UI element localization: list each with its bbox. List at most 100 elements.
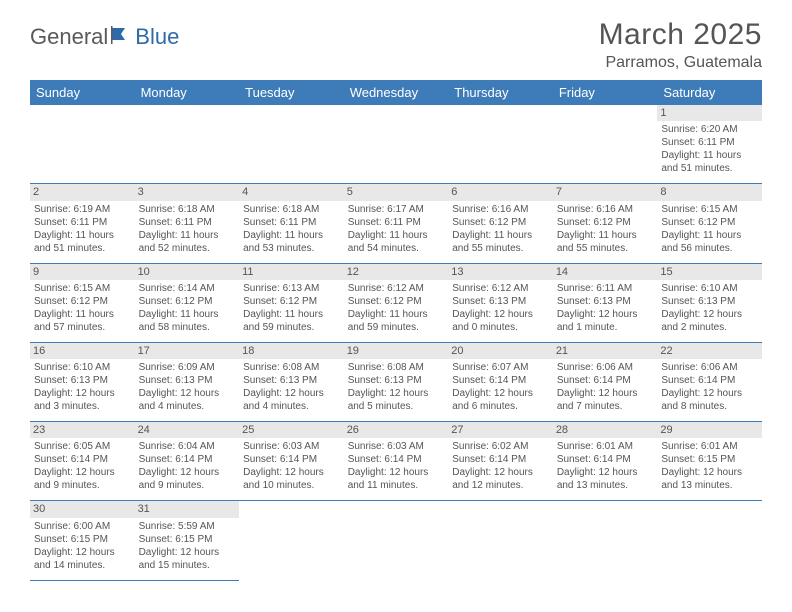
calendar-row: 30Sunrise: 6:00 AMSunset: 6:15 PMDayligh… — [30, 501, 762, 580]
daylight-text: and 9 minutes. — [139, 479, 236, 492]
sunrise-text: Sunrise: 6:15 AM — [34, 282, 131, 295]
daylight-text: and 1 minute. — [557, 321, 654, 334]
sunset-text: Sunset: 6:14 PM — [557, 453, 654, 466]
calendar-row: 2Sunrise: 6:19 AMSunset: 6:11 PMDaylight… — [30, 184, 762, 263]
sunrise-text: Sunrise: 6:01 AM — [661, 440, 758, 453]
sunrise-text: Sunrise: 6:08 AM — [348, 361, 445, 374]
calendar-cell — [553, 105, 658, 184]
daylight-text: and 15 minutes. — [139, 559, 236, 572]
day-number: 2 — [30, 184, 135, 200]
sunrise-text: Sunrise: 6:10 AM — [34, 361, 131, 374]
sunset-text: Sunset: 6:12 PM — [557, 216, 654, 229]
weekday-header: Wednesday — [344, 80, 449, 105]
sunset-text: Sunset: 6:13 PM — [34, 374, 131, 387]
day-number: 16 — [30, 343, 135, 359]
sunrise-text: Sunrise: 6:09 AM — [139, 361, 236, 374]
sunrise-text: Sunrise: 6:06 AM — [557, 361, 654, 374]
day-number: 19 — [344, 343, 449, 359]
daylight-text: Daylight: 12 hours — [243, 387, 340, 400]
calendar-cell: 31Sunrise: 5:59 AMSunset: 6:15 PMDayligh… — [135, 501, 240, 580]
calendar-cell — [344, 105, 449, 184]
day-number: 11 — [239, 264, 344, 280]
sunrise-text: Sunrise: 6:16 AM — [452, 203, 549, 216]
logo-text-general: General — [30, 24, 108, 50]
day-number: 12 — [344, 264, 449, 280]
daylight-text: Daylight: 12 hours — [661, 466, 758, 479]
calendar-cell: 17Sunrise: 6:09 AMSunset: 6:13 PMDayligh… — [135, 342, 240, 421]
daylight-text: Daylight: 11 hours — [661, 229, 758, 242]
calendar-cell: 29Sunrise: 6:01 AMSunset: 6:15 PMDayligh… — [657, 422, 762, 501]
day-number: 15 — [657, 264, 762, 280]
calendar-cell — [30, 105, 135, 184]
sunrise-text: Sunrise: 6:05 AM — [34, 440, 131, 453]
daylight-text: Daylight: 12 hours — [139, 546, 236, 559]
daylight-text: and 3 minutes. — [34, 400, 131, 413]
daylight-text: and 54 minutes. — [348, 242, 445, 255]
logo-text-blue: Blue — [135, 24, 179, 50]
daylight-text: and 58 minutes. — [139, 321, 236, 334]
calendar-cell — [344, 501, 449, 580]
calendar-cell: 24Sunrise: 6:04 AMSunset: 6:14 PMDayligh… — [135, 422, 240, 501]
sunset-text: Sunset: 6:15 PM — [139, 533, 236, 546]
weekday-header: Monday — [135, 80, 240, 105]
sunrise-text: Sunrise: 6:17 AM — [348, 203, 445, 216]
sunset-text: Sunset: 6:14 PM — [661, 374, 758, 387]
sunset-text: Sunset: 6:14 PM — [139, 453, 236, 466]
daylight-text: and 55 minutes. — [557, 242, 654, 255]
daylight-text: and 5 minutes. — [348, 400, 445, 413]
daylight-text: Daylight: 12 hours — [557, 466, 654, 479]
sunrise-text: Sunrise: 6:01 AM — [557, 440, 654, 453]
daylight-text: Daylight: 12 hours — [34, 546, 131, 559]
daylight-text: Daylight: 12 hours — [557, 387, 654, 400]
sunrise-text: Sunrise: 6:00 AM — [34, 520, 131, 533]
daylight-text: Daylight: 12 hours — [557, 308, 654, 321]
sunset-text: Sunset: 6:14 PM — [452, 374, 549, 387]
day-number: 27 — [448, 422, 553, 438]
daylight-text: Daylight: 11 hours — [348, 229, 445, 242]
calendar-cell: 1Sunrise: 6:20 AMSunset: 6:11 PMDaylight… — [657, 105, 762, 184]
daylight-text: and 0 minutes. — [452, 321, 549, 334]
day-number: 26 — [344, 422, 449, 438]
daylight-text: Daylight: 11 hours — [661, 149, 758, 162]
calendar-cell: 27Sunrise: 6:02 AMSunset: 6:14 PMDayligh… — [448, 422, 553, 501]
calendar-cell — [448, 501, 553, 580]
page-title: March 2025 — [599, 18, 762, 52]
daylight-text: and 59 minutes. — [348, 321, 445, 334]
sunrise-text: Sunrise: 6:11 AM — [557, 282, 654, 295]
sunset-text: Sunset: 6:15 PM — [34, 533, 131, 546]
sunset-text: Sunset: 6:11 PM — [243, 216, 340, 229]
calendar-cell — [239, 105, 344, 184]
calendar-cell: 19Sunrise: 6:08 AMSunset: 6:13 PMDayligh… — [344, 342, 449, 421]
calendar-cell: 23Sunrise: 6:05 AMSunset: 6:14 PMDayligh… — [30, 422, 135, 501]
sunset-text: Sunset: 6:14 PM — [243, 453, 340, 466]
sunrise-text: Sunrise: 6:07 AM — [452, 361, 549, 374]
calendar-row: 1Sunrise: 6:20 AMSunset: 6:11 PMDaylight… — [30, 105, 762, 184]
logo: General Blue — [30, 24, 179, 50]
weekday-header: Tuesday — [239, 80, 344, 105]
sunrise-text: Sunrise: 6:20 AM — [661, 123, 758, 136]
day-number: 6 — [448, 184, 553, 200]
calendar-cell: 18Sunrise: 6:08 AMSunset: 6:13 PMDayligh… — [239, 342, 344, 421]
weekday-header: Saturday — [657, 80, 762, 105]
sunset-text: Sunset: 6:14 PM — [557, 374, 654, 387]
calendar-cell — [553, 501, 658, 580]
daylight-text: and 8 minutes. — [661, 400, 758, 413]
daylight-text: and 56 minutes. — [661, 242, 758, 255]
day-number: 9 — [30, 264, 135, 280]
day-number: 29 — [657, 422, 762, 438]
sunset-text: Sunset: 6:12 PM — [139, 295, 236, 308]
sunrise-text: Sunrise: 6:12 AM — [348, 282, 445, 295]
daylight-text: Daylight: 11 hours — [139, 308, 236, 321]
sunrise-text: Sunrise: 6:08 AM — [243, 361, 340, 374]
calendar-cell: 21Sunrise: 6:06 AMSunset: 6:14 PMDayligh… — [553, 342, 658, 421]
daylight-text: Daylight: 11 hours — [34, 229, 131, 242]
daylight-text: Daylight: 11 hours — [348, 308, 445, 321]
daylight-text: and 9 minutes. — [34, 479, 131, 492]
daylight-text: Daylight: 12 hours — [139, 466, 236, 479]
sunset-text: Sunset: 6:13 PM — [348, 374, 445, 387]
day-number: 30 — [30, 501, 135, 517]
sunset-text: Sunset: 6:12 PM — [34, 295, 131, 308]
daylight-text: and 57 minutes. — [34, 321, 131, 334]
sunset-text: Sunset: 6:13 PM — [557, 295, 654, 308]
day-number: 17 — [135, 343, 240, 359]
